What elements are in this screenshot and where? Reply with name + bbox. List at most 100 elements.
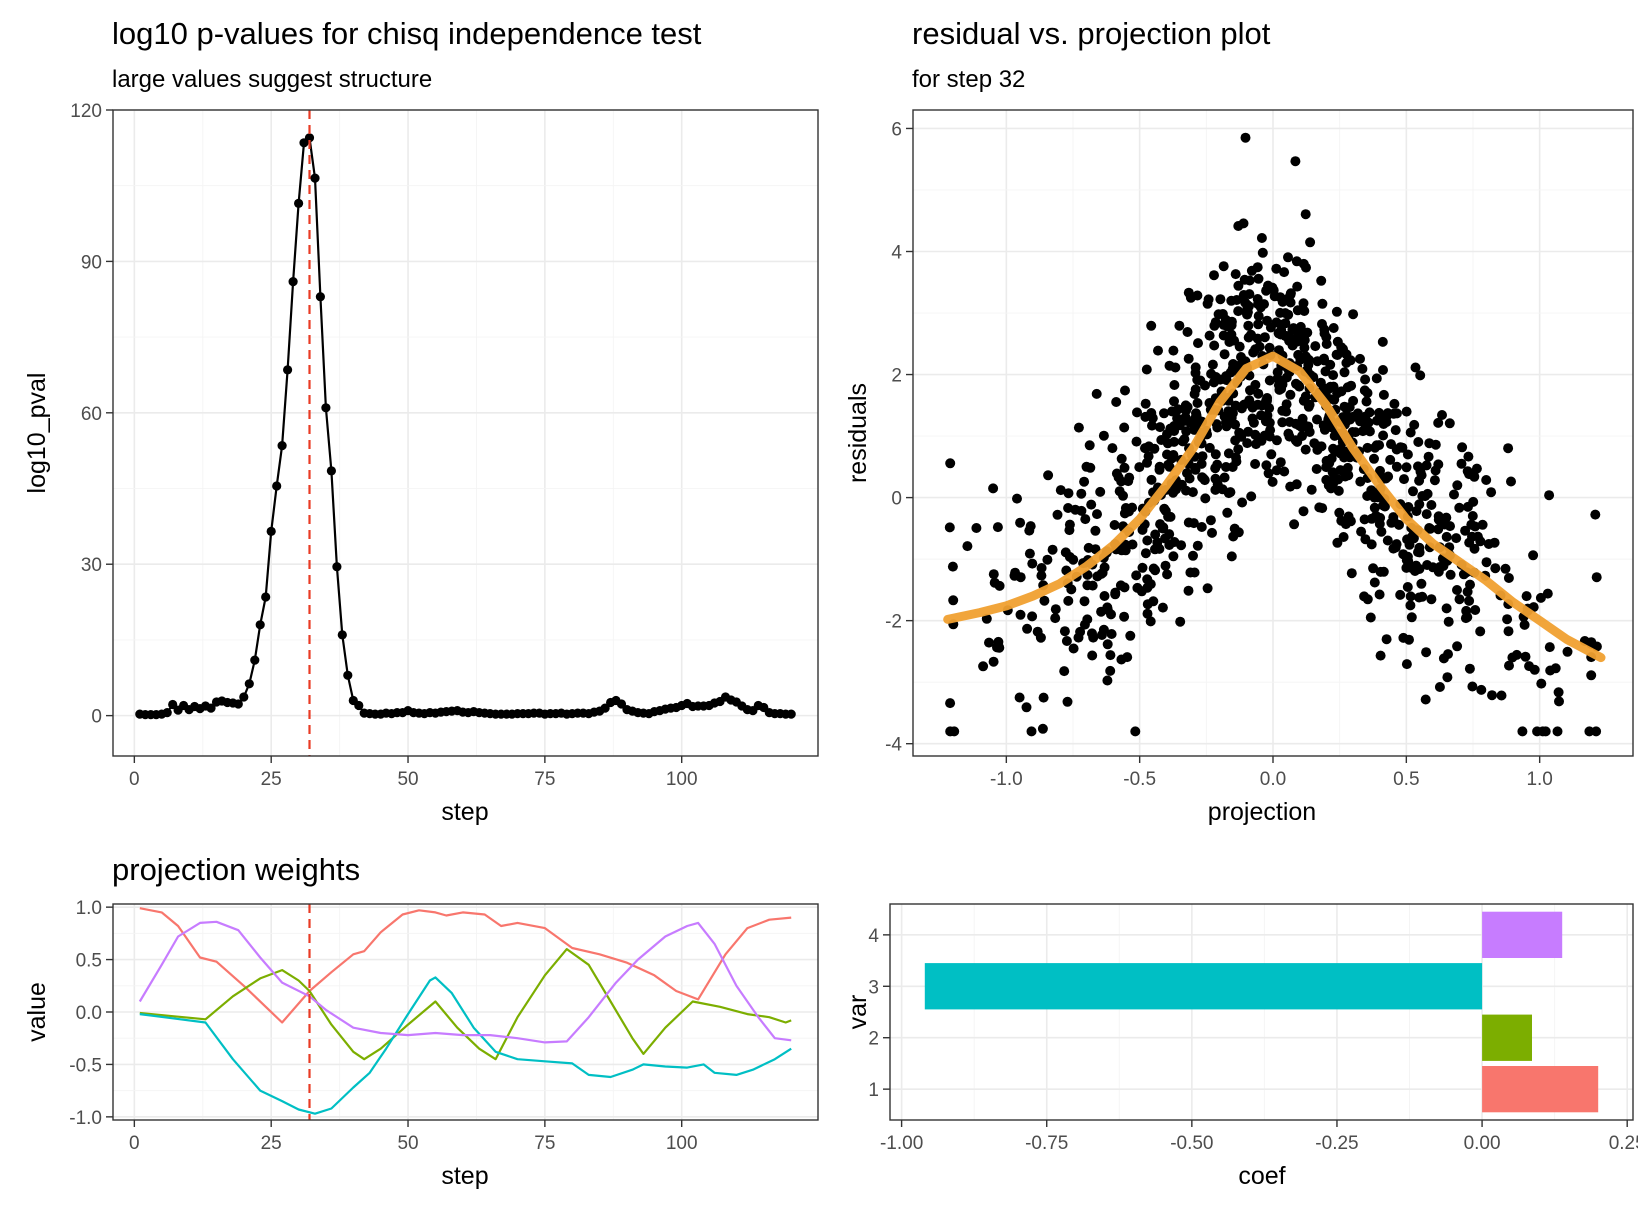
resid-point [1342, 462, 1353, 473]
resid-point [1365, 612, 1376, 623]
resid-point [1291, 256, 1302, 267]
resid-point [1475, 626, 1486, 637]
resid-point [1169, 396, 1179, 407]
resid-point [1319, 324, 1330, 335]
resid-point [1413, 437, 1424, 447]
resid-point [1317, 298, 1328, 309]
pval-point [162, 708, 172, 718]
resid-point [1222, 507, 1233, 518]
resid-point [1111, 397, 1122, 407]
resid-point [1376, 526, 1387, 537]
resid-point [1378, 389, 1389, 400]
coef-x-tick-label: -0.75 [1025, 1133, 1068, 1154]
resid-point [1087, 650, 1098, 661]
resid-point [1256, 233, 1267, 243]
resid-point [1545, 665, 1556, 676]
weights-marks [138, 904, 792, 1120]
resid-point [1014, 692, 1025, 703]
resid-point [1374, 518, 1385, 529]
resid-point [1441, 603, 1452, 614]
resid-point [1375, 465, 1385, 476]
resid-point [1233, 527, 1244, 538]
resid-point [1462, 466, 1473, 477]
resid-point [1404, 634, 1414, 645]
coef-x-tick-label: 0.00 [1464, 1133, 1501, 1154]
resid-point [1237, 497, 1248, 508]
weights-title: projection weights [112, 852, 360, 887]
resid-point [1414, 547, 1425, 558]
resid-point [1385, 454, 1396, 465]
resid-point [1443, 616, 1454, 627]
resid-point [1350, 427, 1361, 438]
resid-point [1143, 441, 1154, 452]
pval-x-tick-label: 100 [666, 769, 698, 790]
resid-point [1409, 419, 1420, 430]
resid-point [1155, 519, 1166, 530]
resid-point [1262, 393, 1273, 403]
resid-point [1226, 551, 1237, 562]
resid-point [1127, 539, 1138, 550]
resid-point [1102, 639, 1113, 650]
pval-marks [135, 110, 796, 756]
resid-point [1119, 462, 1130, 473]
resid-y-axis-title: residuals [844, 383, 872, 483]
resid-point [1147, 420, 1157, 431]
resid-point [1314, 502, 1325, 513]
weights-y-tick-label: -1.0 [69, 1108, 102, 1129]
resid-point [1328, 370, 1339, 381]
resid-point [1130, 726, 1141, 737]
coef-y-axis-title: var [844, 995, 872, 1030]
resid-point [1456, 458, 1467, 469]
resid-point [1362, 491, 1373, 501]
resid-point [1142, 535, 1153, 546]
resid-point [1552, 726, 1563, 737]
resid-point [1234, 427, 1245, 438]
resid-point [1502, 614, 1513, 625]
resid-point [1106, 629, 1117, 639]
resid-point [1348, 395, 1359, 406]
resid-point [1239, 274, 1250, 285]
resid-point [1248, 347, 1259, 358]
pval-grid [113, 109, 818, 756]
pval-x-axis-title: step [441, 798, 488, 826]
resid-point [1333, 485, 1344, 496]
resid-point [1221, 421, 1232, 432]
resid-point [1586, 670, 1597, 681]
resid-point [1444, 418, 1455, 429]
resid-point [1099, 591, 1110, 601]
resid-point [1490, 563, 1501, 574]
resid-point [1454, 594, 1465, 605]
resid-point [1405, 427, 1416, 438]
resid-point [1554, 696, 1564, 707]
resid-point [1487, 690, 1497, 701]
resid-point [1174, 420, 1185, 431]
resid-point [1416, 578, 1427, 589]
resid-point [1329, 430, 1340, 441]
resid-point [1511, 649, 1522, 660]
resid-point [1467, 531, 1477, 542]
pval-x-tick-label: 50 [397, 769, 418, 790]
coef-y-tick-label: 4 [868, 926, 879, 947]
resid-point [1055, 485, 1066, 496]
weights-y-axis-title: value [23, 982, 51, 1042]
resid-point [1411, 506, 1422, 517]
resid-point [1227, 462, 1238, 472]
resid-point [1414, 592, 1425, 603]
pval-y-tick-label: 30 [81, 555, 102, 576]
resid-point [1421, 647, 1432, 658]
pval-title: log10 p-values for chisq independence te… [112, 16, 702, 51]
resid-point [1230, 435, 1241, 446]
resid-point [1454, 502, 1465, 513]
resid-point [1378, 419, 1389, 429]
resid-point [1250, 379, 1261, 390]
resid-point [1517, 726, 1528, 737]
pval-point [332, 562, 342, 572]
resid-point [945, 698, 956, 709]
resid-point [1590, 509, 1601, 520]
resid-point [1120, 545, 1131, 556]
resid-point [989, 577, 1000, 588]
resid-point [1185, 292, 1196, 303]
resid-point [1438, 561, 1449, 571]
resid-point [1242, 438, 1253, 449]
resid-point [1174, 320, 1185, 331]
